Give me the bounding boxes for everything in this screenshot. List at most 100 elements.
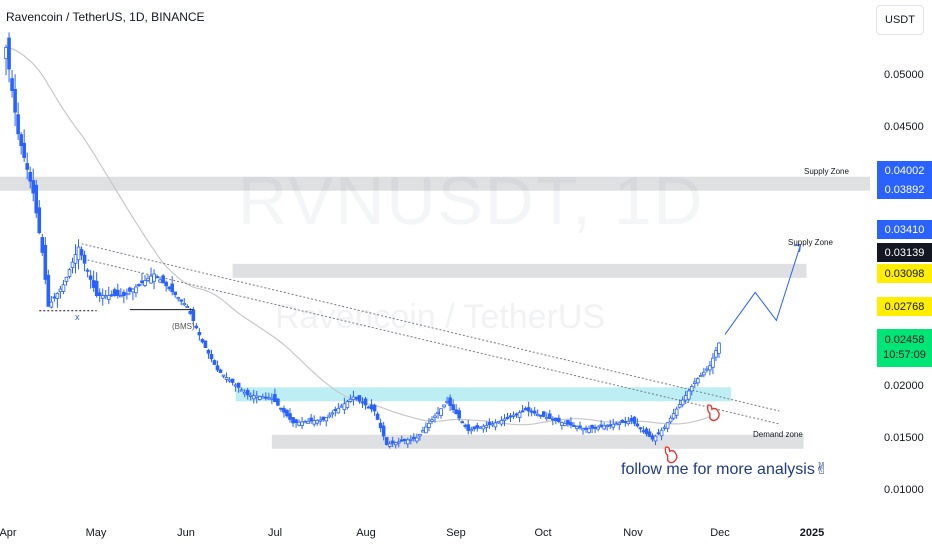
candle xyxy=(134,286,138,294)
candle xyxy=(390,440,395,444)
candle xyxy=(487,422,492,425)
x-tick: Aug xyxy=(356,527,376,539)
price-label: 0.03139 xyxy=(877,243,932,262)
candle xyxy=(79,249,84,256)
current-price-label: 0.02458 10:57:09 xyxy=(877,329,932,367)
demand-zone xyxy=(271,434,804,449)
candle xyxy=(532,410,537,414)
candle xyxy=(16,114,20,135)
candle xyxy=(638,427,643,430)
candle xyxy=(100,295,105,299)
candle xyxy=(212,360,217,365)
candle xyxy=(28,171,33,182)
candle xyxy=(520,410,525,413)
retest-zone xyxy=(235,387,732,402)
x-marker: x xyxy=(75,312,80,322)
candle xyxy=(64,276,69,282)
candle xyxy=(668,417,673,423)
demand-zone-label: Demand zone xyxy=(753,430,803,439)
candle xyxy=(587,428,591,433)
candle xyxy=(152,273,156,282)
candle xyxy=(82,254,87,264)
candle xyxy=(245,389,250,396)
countdown-timer: 10:57:09 xyxy=(883,349,926,361)
candle xyxy=(581,428,585,431)
candle xyxy=(554,417,558,422)
candle xyxy=(641,430,646,433)
price-label: 0.02768 xyxy=(877,297,932,316)
y-tick: 0.01000 xyxy=(884,484,924,496)
candle xyxy=(279,407,283,410)
candle xyxy=(484,425,489,428)
candle xyxy=(206,349,211,354)
candle xyxy=(647,431,652,437)
candle xyxy=(523,407,528,411)
candle xyxy=(451,404,455,411)
candle xyxy=(125,293,129,296)
currency-selector[interactable]: USDT xyxy=(876,5,924,35)
candle xyxy=(412,436,416,440)
candle xyxy=(496,421,501,424)
candle xyxy=(67,269,72,277)
candle xyxy=(7,37,11,70)
candle xyxy=(270,397,274,400)
candle xyxy=(372,404,377,412)
follow-note: follow me for more analysis✌ xyxy=(621,461,829,478)
candle xyxy=(529,410,534,413)
candle xyxy=(70,261,75,268)
candle xyxy=(233,384,238,387)
candle xyxy=(508,415,513,418)
candle xyxy=(384,437,389,445)
candle xyxy=(109,294,114,297)
candle xyxy=(76,246,81,261)
candle xyxy=(306,420,310,424)
candle xyxy=(31,180,36,194)
candle xyxy=(248,394,253,397)
candle xyxy=(273,394,277,403)
x-tick: Dec xyxy=(710,527,730,539)
candle xyxy=(297,421,301,426)
candle xyxy=(143,280,147,286)
x-tick: Oct xyxy=(534,527,552,539)
candle xyxy=(714,350,718,358)
candle xyxy=(97,292,102,297)
candle xyxy=(584,427,588,430)
candle xyxy=(25,163,29,170)
candle xyxy=(321,416,326,421)
candle xyxy=(650,435,655,440)
candle xyxy=(106,295,111,300)
candle xyxy=(227,379,232,382)
candle xyxy=(288,413,292,420)
candle xyxy=(251,395,256,400)
candle xyxy=(236,382,241,388)
candle xyxy=(224,377,229,380)
candle xyxy=(182,303,187,306)
candle xyxy=(457,410,461,419)
trendline xyxy=(87,259,780,425)
candle xyxy=(702,371,706,376)
candle xyxy=(466,424,471,431)
candle xyxy=(149,275,153,284)
candle xyxy=(164,281,168,287)
candle xyxy=(203,340,208,349)
candle xyxy=(230,378,235,383)
candle xyxy=(285,410,289,417)
candle xyxy=(161,275,165,284)
candle xyxy=(378,422,383,429)
x-tick: Jul xyxy=(267,527,283,539)
candle xyxy=(300,421,304,426)
x-tick: Sep xyxy=(446,527,466,539)
candle xyxy=(13,89,17,113)
candle xyxy=(94,280,99,297)
candle xyxy=(481,425,486,430)
candle xyxy=(282,408,286,413)
candle xyxy=(200,339,205,343)
candle xyxy=(406,439,410,445)
candle xyxy=(415,437,419,442)
candle xyxy=(218,369,223,373)
candle xyxy=(442,404,446,408)
candle xyxy=(430,419,434,422)
candle xyxy=(517,412,522,418)
candle xyxy=(526,407,531,412)
